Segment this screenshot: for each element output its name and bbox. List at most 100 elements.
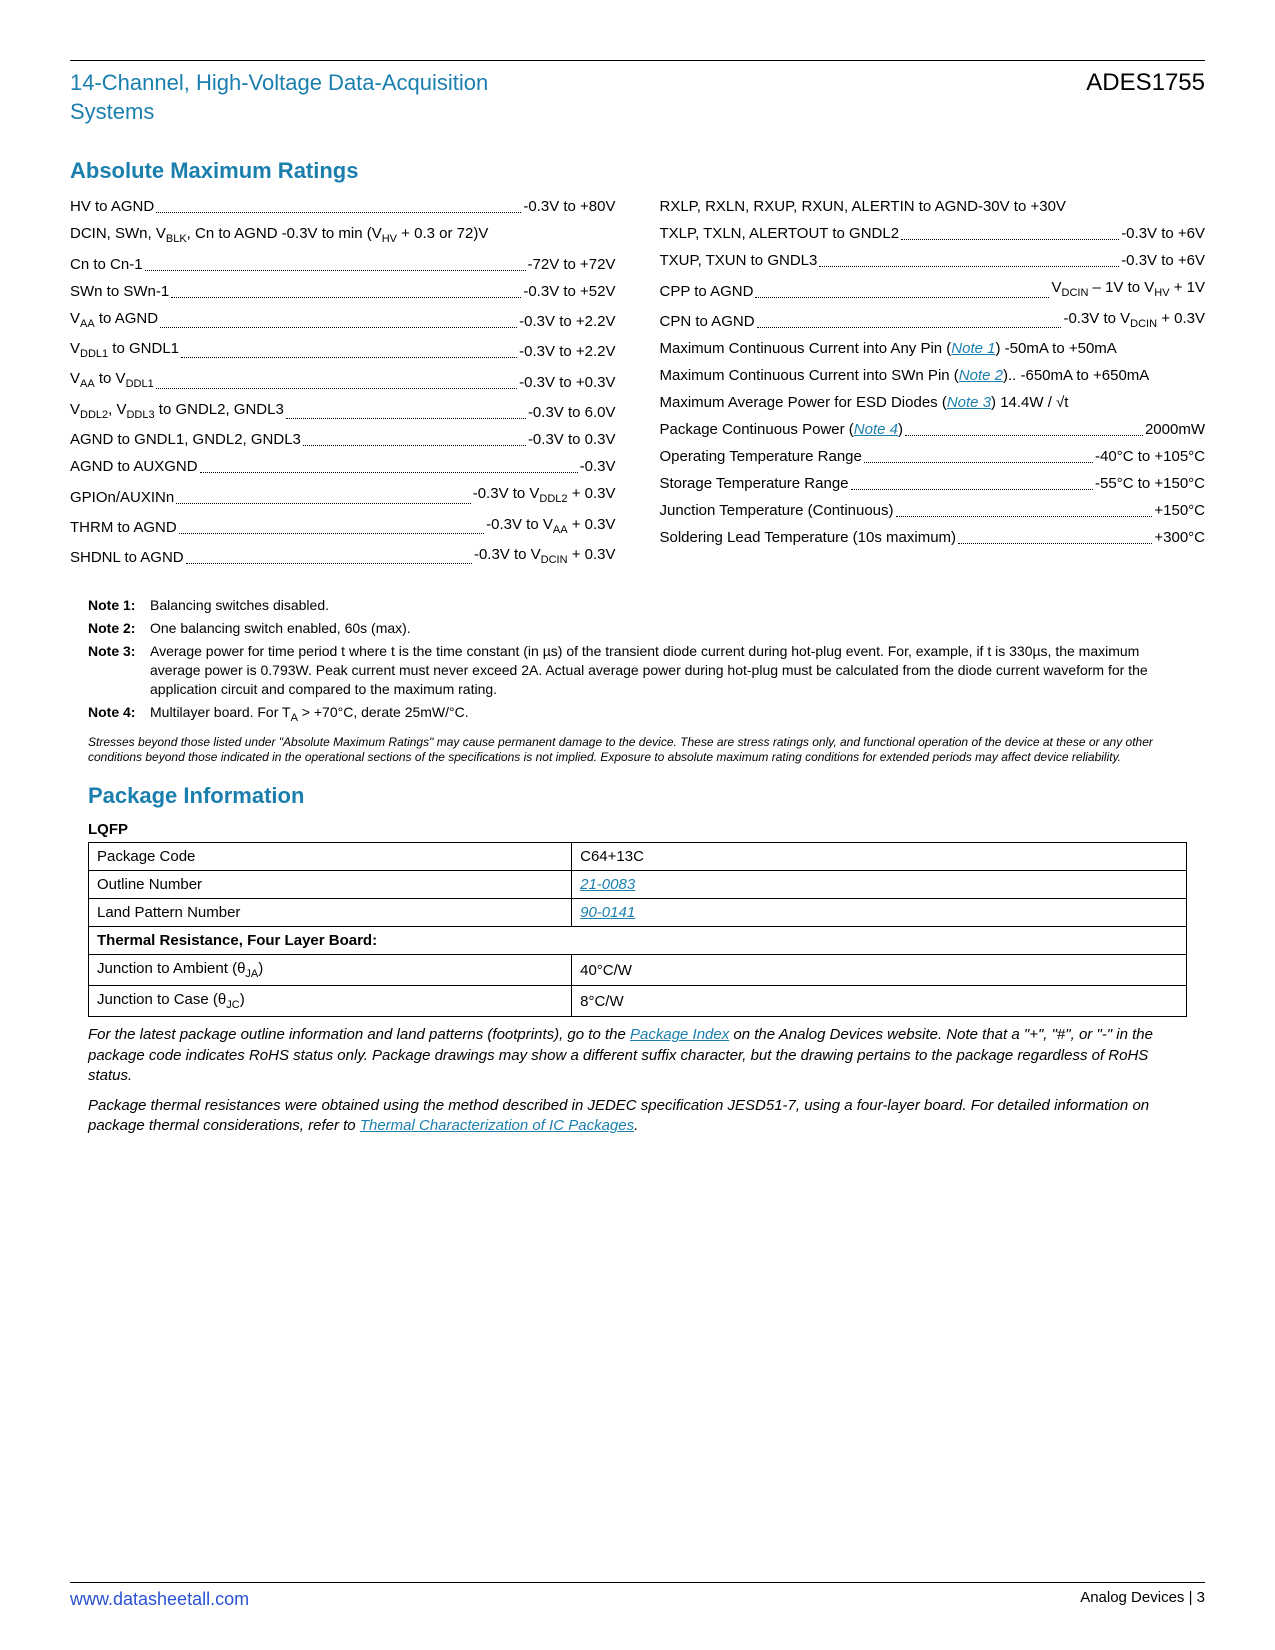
note-text: Balancing switches disabled.: [150, 596, 1187, 615]
table-row: Junction to Ambient (θJA)40°C/W: [89, 955, 1187, 986]
page-header: 14-Channel, High-Voltage Data-Acquisitio…: [70, 69, 1205, 126]
rating-line: Maximum Continuous Current into SWn Pin …: [660, 365, 1206, 386]
table-cell-value: 40°C/W: [572, 955, 1187, 986]
rating-label: Package Continuous Power (Note 4): [660, 419, 903, 440]
note-link[interactable]: Note 3: [947, 394, 991, 411]
rating-value: -0.3V to +6V: [1121, 223, 1205, 244]
rating-line: RXLP, RXLN, RXUP, RXUN, ALERTIN to AGND-…: [660, 196, 1206, 217]
footnote-p2: Package thermal resistances were obtaine…: [88, 1096, 1187, 1137]
rating-label: CPN to AGND: [660, 311, 755, 332]
rating-label: GPIOn/AUXINn: [70, 487, 174, 508]
rating-line: Maximum Average Power for ESD Diodes (No…: [660, 392, 1206, 413]
rating-line: Maximum Continuous Current into Any Pin …: [660, 338, 1206, 359]
pkg-subtitle: LQFP: [88, 821, 1187, 838]
rating-value: -0.3V to 6.0V: [528, 402, 616, 423]
rating-line: Storage Temperature Range-55°C to +150°C: [660, 473, 1206, 494]
doc-link[interactable]: 90-0141: [580, 904, 635, 921]
footnote-text: .: [634, 1117, 638, 1134]
rating-value: VDCIN – 1V to VHV + 1V: [1051, 277, 1205, 301]
table-row-header: Thermal Resistance, Four Layer Board:: [89, 927, 1187, 955]
thermal-char-link[interactable]: Thermal Characterization of IC Packages: [360, 1117, 634, 1134]
rating-line: VDDL1 to GNDL1-0.3V to +2.2V: [70, 338, 616, 362]
leader-dots: [755, 283, 1049, 298]
package-footnotes: For the latest package outline informati…: [88, 1025, 1187, 1136]
rating-label: SWn to SWn-1: [70, 281, 169, 302]
note-label: Note 2:: [88, 619, 150, 638]
rating-label: Operating Temperature Range: [660, 446, 862, 467]
rating-value: -0.3V to VDDL2 + 0.3V: [473, 483, 616, 507]
rating-line: Cn to Cn-1-72V to +72V: [70, 254, 616, 275]
table-cell-value: 21-0083: [572, 871, 1187, 899]
note-text: Average power for time period t where t …: [150, 642, 1187, 699]
rating-label: Cn to Cn-1: [70, 254, 143, 275]
footer-rule: [70, 1582, 1205, 1583]
rating-value: -0.3V to +0.3V: [519, 372, 615, 393]
page-footer: www.datasheetall.com Analog Devices | 3: [70, 1582, 1205, 1610]
rating-label: AGND to GNDL1, GNDL2, GNDL3: [70, 429, 301, 450]
rating-line: AGND to GNDL1, GNDL2, GNDL3 -0.3V to 0.3V: [70, 429, 616, 450]
table-cell-value: C64+13C: [572, 843, 1187, 871]
leader-dots: [286, 404, 526, 419]
rating-label: SHDNL to AGND: [70, 547, 184, 568]
ratings-col-left: HV to AGND-0.3V to +80V DCIN, SWn, VBLK, …: [70, 196, 616, 574]
table-row: Junction to Case (θJC)8°C/W: [89, 986, 1187, 1017]
table-row: Outline Number 21-0083: [89, 871, 1187, 899]
leader-dots: [303, 431, 526, 446]
leader-dots: [181, 343, 517, 358]
rating-line: TXLP, TXLN, ALERTOUT to GNDL2 -0.3V to +6…: [660, 223, 1206, 244]
rating-value: -40°C to +105°C: [1095, 446, 1205, 467]
part-number: ADES1755: [1086, 69, 1205, 97]
rating-line: CPP to AGND VDCIN – 1V to VHV + 1V: [660, 277, 1206, 301]
rating-value: +300°C: [1154, 527, 1205, 548]
leader-dots: [896, 502, 1153, 517]
leader-dots: [176, 489, 471, 504]
package-index-link[interactable]: Package Index: [630, 1026, 729, 1043]
leader-dots: [851, 475, 1094, 490]
rating-line: DCIN, SWn, VBLK, Cn to AGND -0.3V to min…: [70, 223, 616, 247]
note-link[interactable]: Note 4: [854, 421, 898, 438]
rating-line: SWn to SWn-1-0.3V to +52V: [70, 281, 616, 302]
leader-dots: [160, 313, 517, 328]
rating-label: VDDL2, VDDL3 to GNDL2, GNDL3: [70, 399, 284, 423]
note-link[interactable]: Note 1: [951, 340, 995, 357]
note-link[interactable]: Note 2: [959, 367, 1003, 384]
leader-dots: [864, 448, 1093, 463]
section-title-pkg: Package Information: [88, 783, 1205, 809]
leader-dots: [156, 374, 517, 389]
leader-dots: [145, 256, 526, 271]
rating-line: CPN to AGND-0.3V to VDCIN + 0.3V: [660, 308, 1206, 332]
table-cell-key: Land Pattern Number: [89, 899, 572, 927]
note-row: Note 2:One balancing switch enabled, 60s…: [88, 619, 1187, 638]
footer-url-link[interactable]: www.datasheetall.com: [70, 1589, 249, 1610]
rating-line: GPIOn/AUXINn -0.3V to VDDL2 + 0.3V: [70, 483, 616, 507]
table-cell-key: Junction to Ambient (θJA): [89, 955, 572, 986]
rating-value: -0.3V to VDCIN + 0.3V: [474, 544, 616, 568]
note-row: Note 1:Balancing switches disabled.: [88, 596, 1187, 615]
leader-dots: [200, 458, 578, 473]
doc-link[interactable]: 21-0083: [580, 876, 635, 893]
rating-line: Operating Temperature Range -40°C to +105…: [660, 446, 1206, 467]
leader-dots: [819, 252, 1119, 267]
rating-value: -0.3V to 0.3V: [528, 429, 616, 450]
rating-line: Soldering Lead Temperature (10s maximum)…: [660, 527, 1206, 548]
rating-value: 2000mW: [1145, 419, 1205, 440]
rating-line: Package Continuous Power (Note 4) 2000mW: [660, 419, 1206, 440]
leader-dots: [757, 313, 1062, 328]
rating-line: VAA to AGND-0.3V to +2.2V: [70, 308, 616, 332]
rating-label: Storage Temperature Range: [660, 473, 849, 494]
rating-label: CPP to AGND: [660, 281, 754, 302]
rating-value: -0.3V to +80V: [523, 196, 615, 217]
table-cell-value: 90-0141: [572, 899, 1187, 927]
rating-label: Soldering Lead Temperature (10s maximum): [660, 527, 957, 548]
table-row: Package CodeC64+13C: [89, 843, 1187, 871]
note-row: Note 3:Average power for time period t w…: [88, 642, 1187, 699]
rating-label: THRM to AGND: [70, 517, 177, 538]
rating-line: HV to AGND-0.3V to +80V: [70, 196, 616, 217]
rating-label: Junction Temperature (Continuous): [660, 500, 894, 521]
note-label: Note 4:: [88, 703, 150, 726]
leader-dots: [901, 225, 1119, 240]
rating-line: SHDNL to AGND -0.3V to VDCIN + 0.3V: [70, 544, 616, 568]
rating-label: TXLP, TXLN, ALERTOUT to GNDL2: [660, 223, 900, 244]
table-cell-key: Outline Number: [89, 871, 572, 899]
note-row: Note 4:Multilayer board. For TA > +70°C,…: [88, 703, 1187, 726]
